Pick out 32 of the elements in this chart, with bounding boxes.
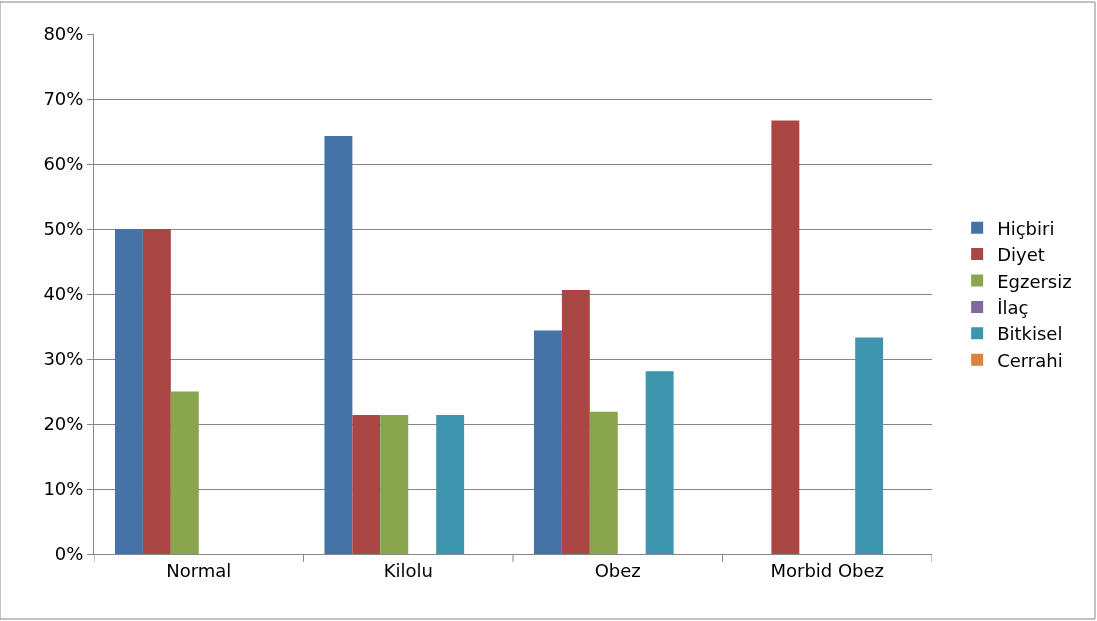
y-tick-label: 20% [43,413,84,435]
y-tick-label: 30% [43,348,84,370]
bar [589,411,618,554]
bar [352,414,381,554]
legend-label: Egzersiz [997,270,1072,292]
y-tick-label: 70% [43,88,84,110]
bar [436,414,465,554]
x-tick-label: Normal [166,559,232,581]
bar [855,337,884,554]
bar [561,290,590,554]
x-tick-label: Kilolu [383,559,433,581]
y-tick-label: 60% [43,153,84,175]
bar [645,371,674,554]
legend-label: Diyet [997,244,1045,266]
legend-label: Cerrahi [997,349,1063,371]
x-tick-label: Morbid Obez [770,559,885,581]
y-tick-label: 10% [43,478,84,500]
bar [324,136,353,554]
legend-label: Hiçbiri [997,217,1055,239]
y-tick-label: 0% [54,543,84,565]
bar [114,229,143,554]
y-tick-label: 40% [43,283,84,305]
bar [380,414,409,554]
legend-label: İlaç [997,296,1029,318]
x-tick-label: Obez [594,559,641,581]
bar [142,229,171,554]
bar [170,391,199,554]
bar [771,120,800,554]
bar [533,330,562,554]
legend-label: Bitkisel [997,323,1063,345]
y-tick-label: 50% [43,218,84,240]
y-tick-label: 80% [43,23,84,45]
